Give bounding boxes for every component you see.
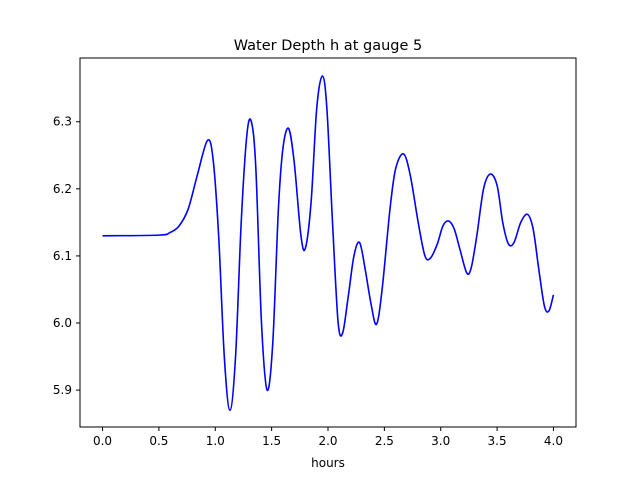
y-tick-label: 6.0 bbox=[53, 316, 72, 330]
x-tick-label: 4.0 bbox=[544, 434, 563, 448]
series-layer bbox=[102, 75, 555, 412]
chart-title: Water Depth h at gauge 5 bbox=[234, 38, 422, 54]
x-tick-label: 3.0 bbox=[431, 434, 450, 448]
x-axis-label: hours bbox=[311, 456, 345, 470]
y-tick-label: 6.1 bbox=[53, 249, 72, 263]
x-tick-label: 1.0 bbox=[206, 434, 225, 448]
x-tick-label: 0.0 bbox=[93, 434, 112, 448]
x-tick-label: 0.5 bbox=[149, 434, 168, 448]
y-tick-label: 5.9 bbox=[53, 383, 72, 397]
y-tick-label: 6.2 bbox=[53, 182, 72, 196]
plot-frame bbox=[79, 57, 577, 428]
x-tick-label: 1.5 bbox=[262, 434, 281, 448]
y-tick-label: 6.3 bbox=[53, 115, 72, 129]
x-tick-label: 2.5 bbox=[375, 434, 394, 448]
x-tick-label: 2.0 bbox=[318, 434, 337, 448]
plot-area bbox=[80, 58, 576, 427]
series-line bbox=[102, 75, 555, 412]
y-axis: 5.9 6.0 6.1 6.2 6.3 bbox=[53, 115, 80, 397]
x-axis: 0.0 0.5 1.0 1.5 2.0 2.5 3.0 3.5 4.0 bbox=[93, 427, 563, 448]
x-tick-label: 3.5 bbox=[488, 434, 507, 448]
